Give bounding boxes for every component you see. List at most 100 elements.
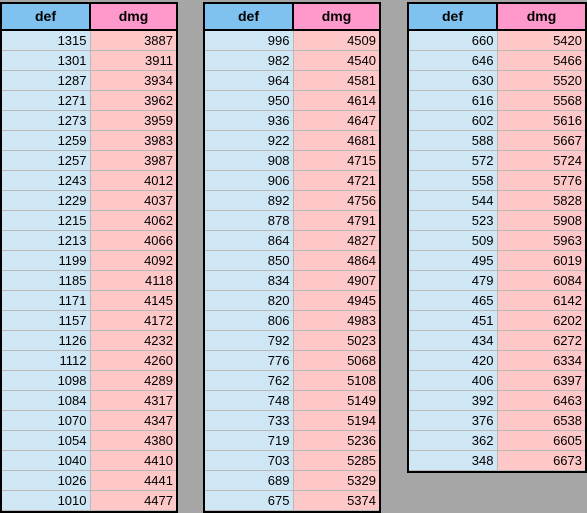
- dmg-cell[interactable]: 3887: [90, 30, 176, 51]
- dmg-cell[interactable]: 4945: [293, 290, 379, 311]
- dmg-cell[interactable]: 4066: [90, 230, 176, 251]
- def-cell[interactable]: 646: [409, 50, 498, 71]
- def-cell[interactable]: 1098: [2, 370, 91, 391]
- dmg-cell[interactable]: 4983: [293, 310, 379, 331]
- dmg-cell[interactable]: 5963: [497, 230, 585, 251]
- def-column-header[interactable]: def: [2, 4, 91, 31]
- def-cell[interactable]: 748: [205, 390, 294, 411]
- dmg-cell[interactable]: 5828: [497, 190, 585, 211]
- def-cell[interactable]: 1243: [2, 170, 91, 191]
- dmg-cell[interactable]: 4614: [293, 90, 379, 111]
- dmg-cell[interactable]: 5776: [497, 170, 585, 191]
- dmg-cell[interactable]: 3959: [90, 110, 176, 131]
- dmg-cell[interactable]: 4062: [90, 210, 176, 231]
- def-cell[interactable]: 1301: [2, 50, 91, 71]
- dmg-cell[interactable]: 5724: [497, 150, 585, 171]
- dmg-cell[interactable]: 4681: [293, 130, 379, 151]
- dmg-cell[interactable]: 5616: [497, 110, 585, 131]
- dmg-cell[interactable]: 4289: [90, 370, 176, 391]
- def-cell[interactable]: 495: [409, 250, 498, 271]
- dmg-cell[interactable]: 6084: [497, 270, 585, 291]
- dmg-cell[interactable]: 5149: [293, 390, 379, 411]
- dmg-cell[interactable]: 6019: [497, 250, 585, 271]
- def-cell[interactable]: 1315: [2, 30, 91, 51]
- def-cell[interactable]: 1126: [2, 330, 91, 351]
- def-cell[interactable]: 572: [409, 150, 498, 171]
- def-cell[interactable]: 660: [409, 30, 498, 51]
- def-cell[interactable]: 1070: [2, 410, 91, 431]
- def-cell[interactable]: 406: [409, 370, 498, 391]
- def-cell[interactable]: 864: [205, 230, 294, 251]
- def-cell[interactable]: 1259: [2, 130, 91, 151]
- dmg-cell[interactable]: 3934: [90, 70, 176, 91]
- def-cell[interactable]: 792: [205, 330, 294, 351]
- def-cell[interactable]: 558: [409, 170, 498, 191]
- def-cell[interactable]: 936: [205, 110, 294, 131]
- dmg-cell[interactable]: 4540: [293, 50, 379, 71]
- dmg-column-header[interactable]: dmg: [497, 4, 585, 31]
- dmg-cell[interactable]: 4477: [90, 490, 176, 511]
- dmg-cell[interactable]: 4145: [90, 290, 176, 311]
- dmg-cell[interactable]: 6202: [497, 310, 585, 331]
- dmg-cell[interactable]: 5068: [293, 350, 379, 371]
- dmg-cell[interactable]: 5420: [497, 30, 585, 51]
- def-column-header[interactable]: def: [205, 4, 294, 31]
- dmg-cell[interactable]: 5108: [293, 370, 379, 391]
- def-cell[interactable]: 996: [205, 30, 294, 51]
- dmg-cell[interactable]: 3911: [90, 50, 176, 71]
- def-cell[interactable]: 834: [205, 270, 294, 291]
- dmg-cell[interactable]: 4317: [90, 390, 176, 411]
- def-cell[interactable]: 982: [205, 50, 294, 71]
- dmg-cell[interactable]: 6334: [497, 350, 585, 371]
- dmg-cell[interactable]: 5908: [497, 210, 585, 231]
- def-cell[interactable]: 509: [409, 230, 498, 251]
- dmg-cell[interactable]: 4441: [90, 470, 176, 491]
- def-cell[interactable]: 892: [205, 190, 294, 211]
- def-cell[interactable]: 1273: [2, 110, 91, 131]
- dmg-cell[interactable]: 3987: [90, 150, 176, 171]
- def-cell[interactable]: 719: [205, 430, 294, 451]
- def-cell[interactable]: 762: [205, 370, 294, 391]
- def-cell[interactable]: 950: [205, 90, 294, 111]
- dmg-cell[interactable]: 4721: [293, 170, 379, 191]
- def-cell[interactable]: 733: [205, 410, 294, 431]
- dmg-cell[interactable]: 4715: [293, 150, 379, 171]
- dmg-cell[interactable]: 4827: [293, 230, 379, 251]
- dmg-cell[interactable]: 4232: [90, 330, 176, 351]
- dmg-cell[interactable]: 3962: [90, 90, 176, 111]
- dmg-cell[interactable]: 4012: [90, 170, 176, 191]
- def-cell[interactable]: 1112: [2, 350, 91, 371]
- dmg-cell[interactable]: 4037: [90, 190, 176, 211]
- def-cell[interactable]: 820: [205, 290, 294, 311]
- dmg-cell[interactable]: 5568: [497, 90, 585, 111]
- dmg-cell[interactable]: 4260: [90, 350, 176, 371]
- def-cell[interactable]: 1054: [2, 430, 91, 451]
- dmg-cell[interactable]: 5236: [293, 430, 379, 451]
- dmg-cell[interactable]: 3983: [90, 130, 176, 151]
- def-cell[interactable]: 1257: [2, 150, 91, 171]
- def-cell[interactable]: 776: [205, 350, 294, 371]
- def-cell[interactable]: 451: [409, 310, 498, 331]
- def-cell[interactable]: 806: [205, 310, 294, 331]
- def-cell[interactable]: 362: [409, 430, 498, 451]
- dmg-cell[interactable]: 4118: [90, 270, 176, 291]
- dmg-cell[interactable]: 4092: [90, 250, 176, 271]
- def-cell[interactable]: 434: [409, 330, 498, 351]
- def-cell[interactable]: 908: [205, 150, 294, 171]
- dmg-cell[interactable]: 4172: [90, 310, 176, 331]
- def-cell[interactable]: 376: [409, 410, 498, 431]
- def-cell[interactable]: 1171: [2, 290, 91, 311]
- dmg-cell[interactable]: 6397: [497, 370, 585, 391]
- def-cell[interactable]: 878: [205, 210, 294, 231]
- dmg-cell[interactable]: 4907: [293, 270, 379, 291]
- dmg-cell[interactable]: 6605: [497, 430, 585, 451]
- def-cell[interactable]: 479: [409, 270, 498, 291]
- def-cell[interactable]: 1287: [2, 70, 91, 91]
- dmg-cell[interactable]: 4581: [293, 70, 379, 91]
- dmg-cell[interactable]: 5023: [293, 330, 379, 351]
- def-cell[interactable]: 964: [205, 70, 294, 91]
- def-cell[interactable]: 1215: [2, 210, 91, 231]
- dmg-cell[interactable]: 6272: [497, 330, 585, 351]
- def-cell[interactable]: 602: [409, 110, 498, 131]
- dmg-cell[interactable]: 4864: [293, 250, 379, 271]
